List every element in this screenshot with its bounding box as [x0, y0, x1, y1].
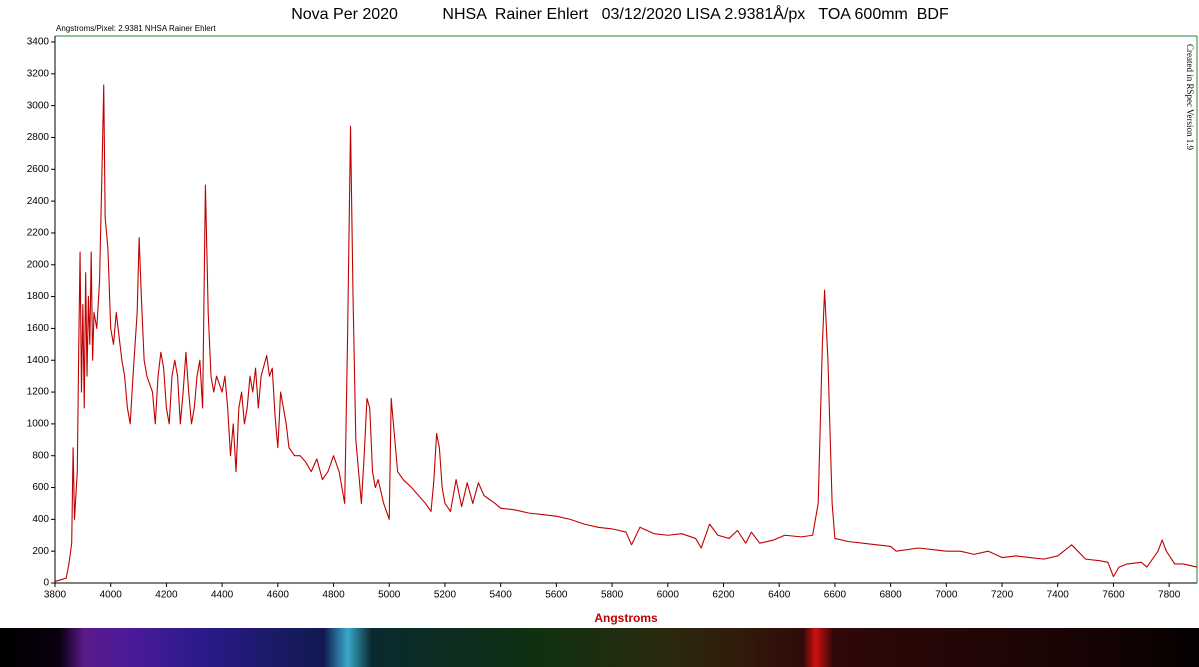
y-tick-label: 600: [32, 482, 49, 493]
x-tick-label: 6000: [657, 590, 680, 601]
x-tick-label: 4800: [322, 590, 345, 601]
y-tick-label: 2400: [27, 196, 50, 207]
y-tick-label: 2800: [27, 132, 50, 143]
x-tick-label: 4400: [211, 590, 234, 601]
y-tick-label: 2200: [27, 228, 50, 239]
chart-title: Nova Per 2020 NHSA Rainer Ehlert 03/12/2…: [291, 4, 949, 23]
x-tick-label: 4000: [100, 590, 123, 601]
x-axis-label: Angstroms: [594, 611, 658, 625]
x-tick-label: 5200: [434, 590, 457, 601]
y-tick-label: 1600: [27, 323, 50, 334]
y-tick-label: 800: [32, 450, 49, 461]
x-tick-label: 4200: [155, 590, 178, 601]
y-tick-label: 1200: [27, 387, 50, 398]
y-tick-label: 1000: [27, 419, 50, 430]
y-tick-label: 0: [43, 578, 49, 589]
x-tick-label: 5600: [545, 590, 568, 601]
y-tick-label: 1800: [27, 291, 50, 302]
x-tick-label: 3800: [44, 590, 67, 601]
y-tick-label: 3000: [27, 100, 50, 111]
y-tick-label: 400: [32, 514, 49, 525]
x-tick-label: 7400: [1047, 590, 1070, 601]
y-tick-label: 2000: [27, 259, 50, 270]
y-tick-label: 3200: [27, 68, 50, 79]
y-tick-label: 1400: [27, 355, 50, 366]
x-tick-label: 6600: [824, 590, 847, 601]
spectrum-strip: [0, 628, 1199, 667]
x-tick-label: 5000: [378, 590, 401, 601]
chart-subtitle: Angstroms/Pixel: 2.9381 NHSA Rainer Ehle…: [56, 24, 216, 33]
x-tick-label: 6800: [879, 590, 902, 601]
x-tick-label: 5400: [490, 590, 513, 601]
y-tick-label: 3400: [27, 37, 50, 48]
x-tick-label: 7200: [991, 590, 1014, 601]
x-tick-label: 7000: [935, 590, 958, 601]
spectrum-line: [54, 84, 1198, 582]
x-tick-label: 7600: [1102, 590, 1125, 601]
y-tick-label: 200: [32, 546, 49, 557]
x-tick-label: 5800: [601, 590, 624, 601]
y-tick-label: 2600: [27, 164, 50, 175]
x-tick-label: 6200: [712, 590, 735, 601]
x-tick-label: 4600: [267, 590, 290, 601]
x-tick-label: 7800: [1158, 590, 1181, 601]
x-tick-label: 6400: [768, 590, 791, 601]
annotation: Created in RSpec Version 1.9: [1185, 44, 1195, 151]
